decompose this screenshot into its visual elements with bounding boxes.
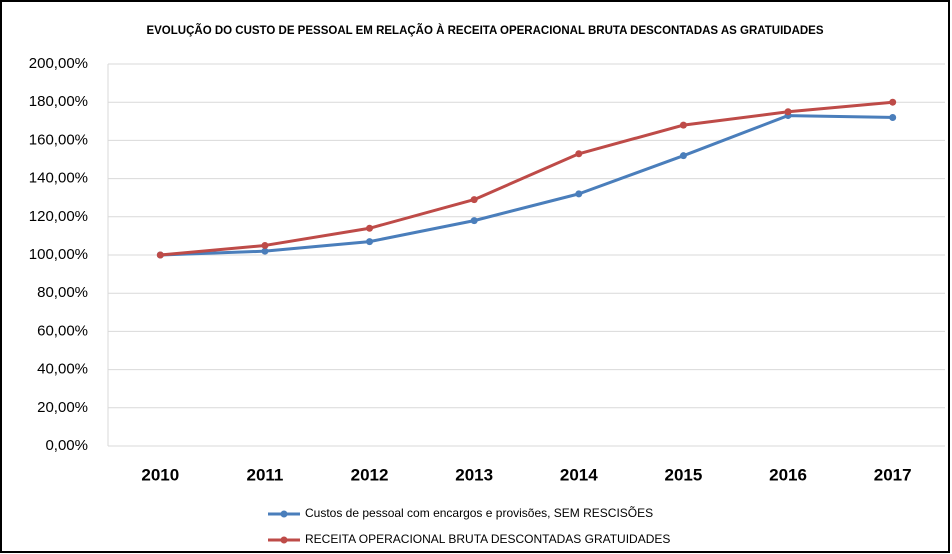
point-marker: [575, 150, 583, 158]
y-tick-label: 60,00%: [37, 322, 88, 339]
point-marker: [470, 196, 478, 204]
point-marker: [889, 113, 897, 121]
x-tick-label: 2017: [874, 465, 912, 484]
y-tick-label: 200,00%: [29, 55, 88, 72]
x-tick-label: 2015: [665, 465, 703, 484]
point-marker: [366, 224, 374, 232]
point-marker: [261, 241, 269, 249]
point-marker: [679, 152, 687, 160]
y-tick-label: 100,00%: [29, 246, 88, 263]
x-tick-label: 2016: [769, 465, 807, 484]
y-tick-label: 0,00%: [45, 437, 88, 454]
point-marker: [261, 247, 269, 255]
x-tick-label: 2010: [141, 465, 179, 484]
y-tick-label: 160,00%: [29, 131, 88, 148]
legend-label: Custos de pessoal com encargos e provisõ…: [305, 505, 653, 520]
y-tick-label: 40,00%: [37, 361, 88, 378]
chart-title: EVOLUÇÃO DO CUSTO DE PESSOAL EM RELAÇÃO …: [146, 24, 823, 37]
point-marker: [470, 217, 478, 225]
y-tick-label: 140,00%: [29, 170, 88, 187]
x-tick-label: 2012: [351, 465, 389, 484]
y-tick-label: 80,00%: [37, 284, 88, 301]
y-tick-label: 20,00%: [37, 399, 88, 416]
point-marker: [575, 190, 583, 198]
x-tick-label: 2013: [455, 465, 493, 484]
point-marker: [889, 98, 897, 106]
x-tick-label: 2011: [246, 465, 283, 484]
legend-label: RECEITA OPERACIONAL BRUTA DESCONTADAS GR…: [305, 532, 670, 546]
y-tick-label: 120,00%: [29, 208, 88, 225]
point-marker: [784, 108, 792, 116]
point-marker: [366, 238, 374, 246]
series-line: [160, 100, 893, 257]
y-tick-label: 180,00%: [29, 93, 88, 110]
x-tick-label: 2014: [560, 465, 598, 484]
point-marker: [156, 251, 164, 259]
legend-marker: [280, 510, 288, 518]
point-marker: [679, 121, 687, 129]
legend-marker: [280, 536, 288, 544]
series-line: [160, 114, 893, 257]
